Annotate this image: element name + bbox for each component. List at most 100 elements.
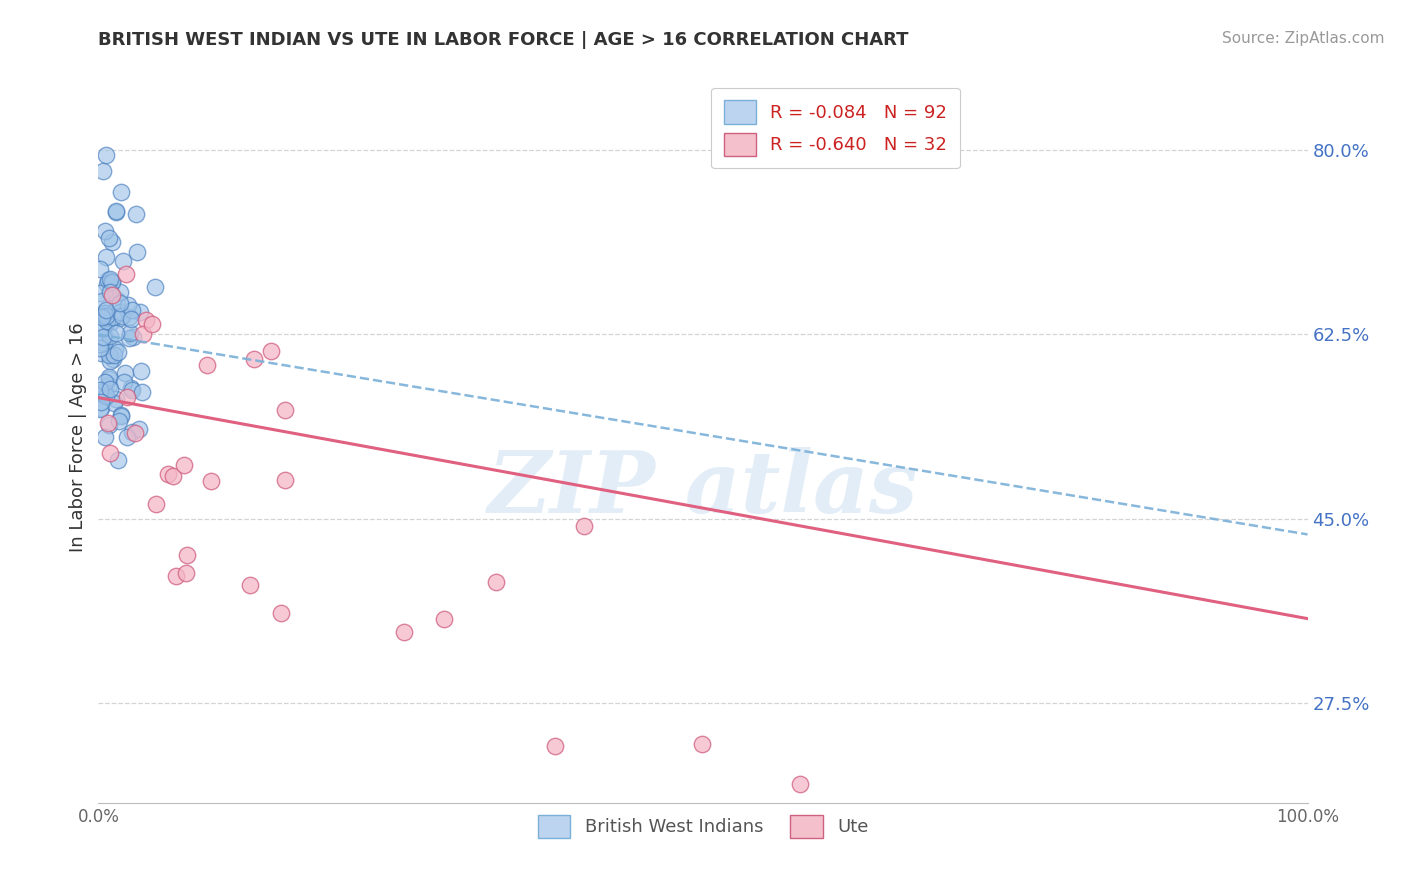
Point — [544, 739, 567, 753]
Point — [91, 164, 114, 178]
Point — [121, 384, 143, 398]
Point — [165, 569, 187, 583]
Point — [135, 313, 157, 327]
Point — [129, 305, 152, 319]
Point — [107, 452, 129, 467]
Point — [690, 738, 713, 752]
Point — [433, 612, 456, 626]
Point — [90, 384, 112, 399]
Point — [90, 401, 112, 415]
Point — [100, 235, 122, 249]
Point — [260, 343, 283, 358]
Point — [100, 315, 122, 329]
Point — [270, 606, 292, 620]
Point — [89, 337, 111, 351]
Point — [242, 352, 264, 367]
Point — [128, 422, 150, 436]
Point — [98, 446, 121, 460]
Point — [96, 277, 118, 291]
Point — [118, 310, 141, 324]
Text: ZIP atlas: ZIP atlas — [488, 447, 918, 530]
Point — [129, 364, 152, 378]
Point — [97, 370, 120, 384]
Point — [110, 285, 132, 299]
Point — [111, 309, 134, 323]
Point — [105, 205, 128, 219]
Point — [125, 207, 148, 221]
Point — [91, 320, 114, 334]
Point — [90, 346, 112, 360]
Point — [173, 458, 195, 472]
Point — [141, 318, 163, 332]
Point — [100, 276, 122, 290]
Point — [94, 375, 117, 389]
Point — [103, 348, 125, 362]
Point — [93, 308, 115, 322]
Point — [103, 396, 125, 410]
Point — [789, 777, 811, 791]
Point — [97, 378, 120, 392]
Y-axis label: In Labor Force | Age > 16: In Labor Force | Age > 16 — [69, 322, 87, 552]
Point — [97, 348, 120, 362]
Point — [101, 288, 124, 302]
Point — [101, 352, 124, 367]
Point — [100, 275, 122, 289]
Point — [105, 326, 128, 341]
Point — [96, 313, 118, 327]
Point — [174, 566, 197, 580]
Point — [145, 497, 167, 511]
Point — [131, 384, 153, 399]
Point — [98, 231, 121, 245]
Point — [93, 335, 115, 350]
Point — [124, 425, 146, 440]
Point — [98, 382, 121, 396]
Point — [195, 358, 218, 372]
Point — [274, 473, 297, 487]
Point — [94, 384, 117, 399]
Point — [89, 286, 111, 301]
Point — [176, 548, 198, 562]
Point — [108, 296, 131, 310]
Point — [118, 331, 141, 345]
Point — [89, 402, 111, 417]
Point — [96, 389, 118, 403]
Point — [114, 376, 136, 390]
Point — [96, 250, 118, 264]
Point — [120, 381, 142, 395]
Point — [120, 326, 142, 340]
Point — [108, 305, 131, 319]
Point — [101, 275, 124, 289]
Point — [89, 383, 111, 397]
Point — [121, 425, 143, 440]
Point — [485, 574, 508, 589]
Point — [120, 311, 142, 326]
Point — [107, 414, 129, 428]
Point — [94, 309, 117, 323]
Point — [112, 253, 135, 268]
Point — [94, 310, 117, 325]
Point — [110, 409, 132, 423]
Text: BRITISH WEST INDIAN VS UTE IN LABOR FORCE | AGE > 16 CORRELATION CHART: BRITISH WEST INDIAN VS UTE IN LABOR FORC… — [98, 31, 908, 49]
Point — [117, 430, 139, 444]
Point — [98, 272, 121, 286]
Point — [98, 353, 121, 368]
Point — [98, 328, 121, 343]
Point — [105, 392, 128, 406]
Point — [94, 224, 117, 238]
Point — [89, 341, 111, 355]
Point — [91, 330, 114, 344]
Point — [91, 293, 114, 308]
Point — [98, 372, 121, 386]
Point — [572, 518, 595, 533]
Point — [97, 418, 120, 433]
Point — [110, 185, 132, 199]
Point — [97, 273, 120, 287]
Point — [107, 344, 129, 359]
Point — [89, 261, 111, 276]
Point — [394, 624, 416, 639]
Point — [274, 403, 297, 417]
Point — [94, 430, 117, 444]
Point — [115, 390, 138, 404]
Point — [117, 298, 139, 312]
Point — [90, 394, 112, 409]
